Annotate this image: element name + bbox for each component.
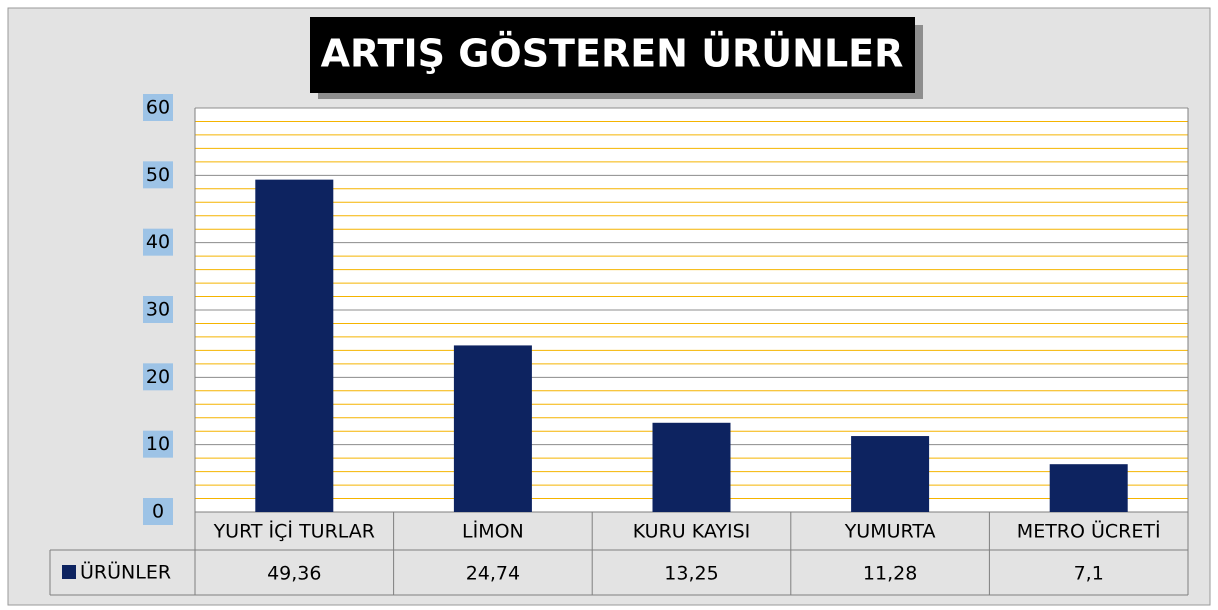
table-value: 24,74 <box>466 563 520 585</box>
table-value: 13,25 <box>664 563 718 585</box>
y-tick-label: 40 <box>146 231 170 253</box>
x-tick-label: KURU KAYISI <box>633 521 751 543</box>
bar <box>652 422 731 512</box>
table-value: 49,36 <box>267 563 321 585</box>
y-tick-label: 60 <box>146 97 170 119</box>
y-tick-label: 0 <box>152 501 164 523</box>
x-tick-label: METRO ÜCRETİ <box>1017 520 1161 543</box>
legend-label: ÜRÜNLER <box>80 561 171 584</box>
y-tick-label: 30 <box>146 299 170 321</box>
legend-swatch <box>62 565 76 579</box>
title-box <box>310 17 915 93</box>
y-tick-highlight <box>143 161 173 189</box>
chart-title: ARTIŞ GÖSTEREN ÜRÜNLER <box>321 32 904 76</box>
bar <box>453 345 532 512</box>
y-tick-label: 50 <box>146 164 170 186</box>
y-tick-highlight <box>143 296 173 323</box>
y-tick-highlight <box>143 430 173 458</box>
bar <box>1049 464 1128 512</box>
y-tick-highlight <box>143 498 173 525</box>
table-value: 11,28 <box>863 563 917 585</box>
y-tick-highlight <box>143 94 173 121</box>
y-tick-label: 20 <box>146 366 170 388</box>
bar <box>851 436 930 512</box>
bar <box>255 179 334 512</box>
x-tick-label: YURT İÇİ TURLAR <box>213 520 375 543</box>
table-value: 7,1 <box>1074 563 1104 585</box>
x-tick-label: LİMON <box>462 520 524 543</box>
y-tick-highlight <box>143 228 173 256</box>
x-tick-label: YUMURTA <box>844 521 936 543</box>
y-tick-highlight <box>143 363 173 391</box>
y-tick-label: 10 <box>146 433 170 455</box>
